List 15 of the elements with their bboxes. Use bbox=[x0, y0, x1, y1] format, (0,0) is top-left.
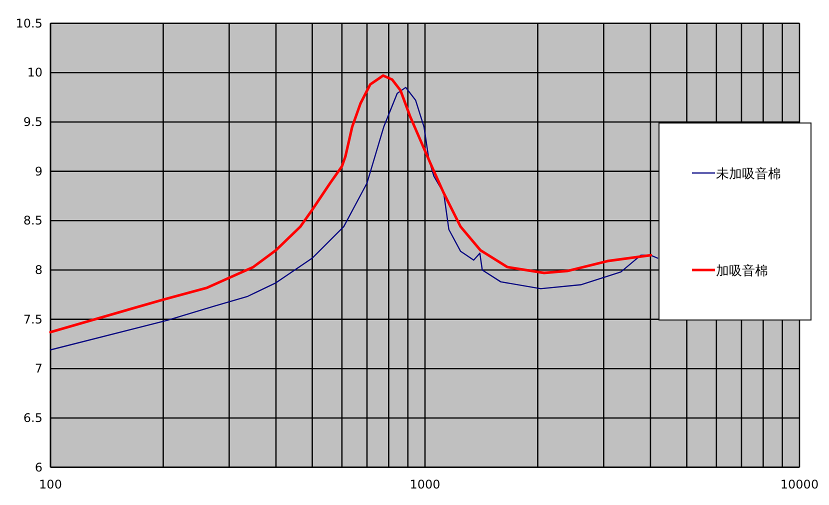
legend-label: 未加吸音棉 bbox=[716, 167, 781, 182]
y-tick-label: 8 bbox=[34, 262, 42, 277]
y-tick-label: 10 bbox=[27, 66, 42, 80]
y-tick-label: 7 bbox=[34, 362, 42, 376]
x-tick-label: 100 bbox=[39, 477, 62, 492]
y-tick-label: 9.5 bbox=[23, 114, 42, 129]
y-tick-label: 10.5 bbox=[16, 16, 42, 30]
y-tick-label: 6.5 bbox=[23, 410, 42, 425]
legend-label: 加吸音棉 bbox=[716, 264, 768, 279]
y-tick-label: 7.5 bbox=[23, 312, 42, 326]
y-tick-label: 9 bbox=[34, 164, 42, 178]
x-tick-label: 1000 bbox=[410, 477, 440, 492]
y-tick-label: 6 bbox=[34, 460, 42, 474]
x-tick-label: 10000 bbox=[780, 477, 819, 492]
y-tick-label: 8.5 bbox=[23, 214, 42, 228]
